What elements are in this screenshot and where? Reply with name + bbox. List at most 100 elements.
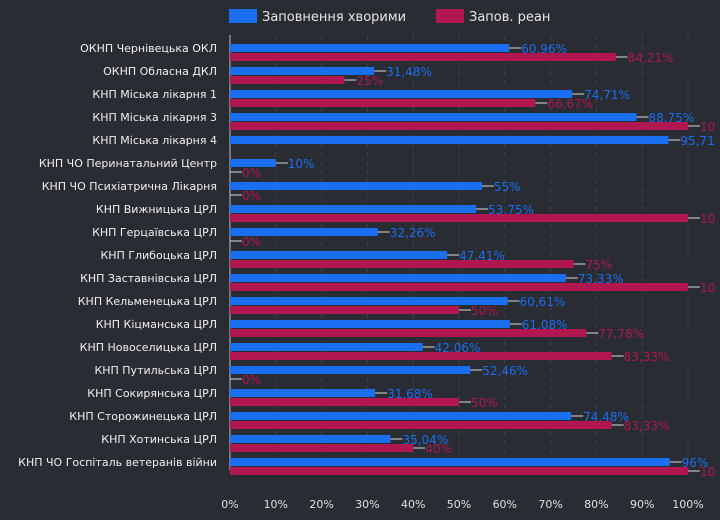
category-label: КНП Міська лікарня 4: [92, 134, 217, 147]
bar: [230, 182, 482, 190]
category-label: КНП Заставнівська ЦРЛ: [80, 272, 217, 285]
value-label: 10: [700, 120, 715, 134]
value-label: 25%: [357, 74, 384, 88]
bar: [230, 458, 670, 466]
bar: [230, 412, 572, 420]
value-label: 0%: [242, 373, 261, 387]
value-label: 32,26%: [390, 226, 436, 240]
bar: [230, 444, 414, 452]
category-label: КНП Герцаївська ЦРЛ: [92, 226, 217, 239]
x-tick-label: 40%: [401, 498, 425, 511]
value-label: 61,08%: [522, 318, 568, 332]
value-label: 31,48%: [386, 65, 432, 79]
value-label: 0%: [242, 235, 261, 249]
x-tick-label: 70%: [538, 498, 562, 511]
value-label: 84,21%: [628, 51, 674, 65]
bar: [230, 274, 566, 282]
value-label: 53,75%: [488, 203, 534, 217]
category-label: ОКНП Обласна ДКЛ: [103, 65, 217, 78]
value-label: 50%: [471, 396, 498, 410]
x-tick-label: 60%: [493, 498, 517, 511]
legend-label: Заповнення хворими: [262, 10, 406, 25]
value-label: 77,78%: [598, 327, 644, 341]
bar: [230, 421, 612, 429]
bar: [230, 389, 376, 397]
bar: [230, 251, 448, 259]
bar: [230, 67, 375, 75]
category-label: ОКНП Чернівецька ОКЛ: [80, 42, 217, 55]
category-label: КНП ЧО Психіатрична Лікарня: [42, 180, 217, 193]
bar: [230, 398, 459, 406]
category-label: КНП Кіцманська ЦРЛ: [96, 318, 217, 331]
bar: [230, 122, 688, 130]
bar: [230, 366, 471, 374]
value-label: 60,61%: [520, 295, 566, 309]
value-label: 47,41%: [459, 249, 505, 263]
category-label: КНП Міська лікарня 3: [92, 111, 217, 124]
value-label: 83,33%: [624, 350, 670, 364]
bar: [230, 136, 669, 144]
x-tick-label: 90%: [630, 498, 654, 511]
bar: [230, 343, 423, 351]
value-label: 52,46%: [482, 364, 528, 378]
legend-swatch: [229, 9, 257, 23]
value-label: 40%: [425, 442, 452, 456]
category-label: КНП Хотинська ЦРЛ: [101, 433, 217, 446]
bar: [230, 435, 391, 443]
x-tick-label: 10%: [264, 498, 288, 511]
bar: [230, 297, 508, 305]
value-label: 66,67%: [547, 97, 593, 111]
category-label: КНП Вижницька ЦРЛ: [96, 203, 217, 216]
value-label: 10: [700, 465, 715, 479]
x-tick-label: 0%: [221, 498, 238, 511]
value-label: 31,68%: [387, 387, 433, 401]
value-label: 42,06%: [435, 341, 481, 355]
value-label: 83,33%: [624, 419, 670, 433]
value-label: 95,71: [680, 134, 714, 148]
bar: [230, 53, 616, 61]
bar: [230, 228, 378, 236]
legend-swatch: [436, 9, 464, 23]
bar: [230, 306, 459, 314]
category-label: КНП Путильська ЦРЛ: [94, 364, 217, 377]
x-tick-label: 20%: [309, 498, 333, 511]
bar: [230, 214, 688, 222]
value-label: 96%: [682, 456, 709, 470]
bar: [230, 352, 612, 360]
bar: [230, 467, 688, 475]
x-tick-label: 50%: [447, 498, 471, 511]
bar: [230, 76, 345, 84]
category-label: КНП Глибоцька ЦРЛ: [100, 249, 217, 262]
category-label: КНП Сторожинецька ЦРЛ: [69, 410, 217, 423]
x-tick-label: 80%: [584, 498, 608, 511]
bar: [230, 44, 510, 52]
legend-label: Запов. реан: [469, 10, 550, 25]
category-label: КНП Кельменецька ЦРЛ: [78, 295, 217, 308]
bar: [230, 205, 477, 213]
value-label: 73,33%: [578, 272, 624, 286]
value-label: 74,71%: [584, 88, 630, 102]
value-label: 88,75%: [648, 111, 694, 125]
bar: [230, 159, 276, 167]
category-label: КНП ЧО Госпіталь ветеранів війни: [18, 456, 217, 469]
value-label: 50%: [471, 304, 498, 318]
category-label: КНП Сокирянська ЦРЛ: [87, 387, 217, 400]
value-label: 60,96%: [521, 42, 567, 56]
bar: [230, 260, 574, 268]
x-tick-label: 100%: [672, 498, 703, 511]
value-label: 35,04%: [402, 433, 448, 447]
bar: [230, 320, 510, 328]
value-label: 10: [700, 212, 715, 226]
category-label: КНП ЧО Перинатальний Центр: [39, 157, 217, 170]
bar: [230, 99, 536, 107]
bar: [230, 90, 573, 98]
value-label: 74,48%: [583, 410, 629, 424]
category-label: КНП Новоселицька ЦРЛ: [80, 341, 217, 354]
value-label: 10%: [288, 157, 315, 171]
value-label: 75%: [586, 258, 613, 272]
bar: [230, 113, 637, 121]
bar: [230, 329, 587, 337]
value-label: 55%: [494, 180, 521, 194]
x-tick-label: 30%: [355, 498, 379, 511]
